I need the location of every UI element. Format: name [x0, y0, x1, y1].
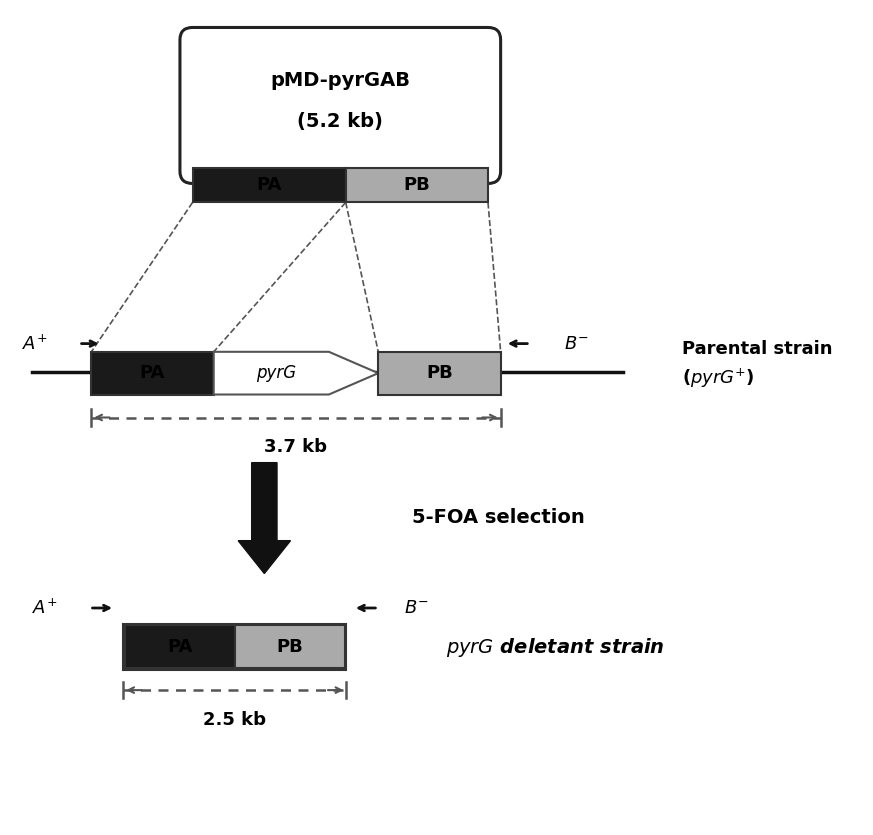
Bar	[125, 625, 235, 668]
Text: PB: PB	[426, 364, 453, 382]
Polygon shape	[238, 463, 291, 574]
Text: 2.5 kb: 2.5 kb	[203, 711, 266, 729]
Text: PA: PA	[257, 176, 282, 194]
Text: (5.2 kb): (5.2 kb)	[298, 113, 383, 131]
Text: PA: PA	[168, 638, 193, 655]
Text: 3.7 kb: 3.7 kb	[265, 438, 327, 456]
Text: PB: PB	[403, 176, 430, 194]
Text: $B^{-}$: $B^{-}$	[403, 599, 429, 617]
Text: pMD-pyrGAB: pMD-pyrGAB	[271, 71, 410, 90]
Text: 5-FOA selection: 5-FOA selection	[412, 509, 585, 527]
Text: pyrG: pyrG	[256, 364, 296, 382]
Text: Parental strain: Parental strain	[682, 340, 833, 357]
Bar	[193, 168, 347, 202]
Bar	[347, 168, 488, 202]
FancyBboxPatch shape	[180, 28, 500, 184]
Text: $B^{-}$: $B^{-}$	[564, 335, 588, 352]
Text: PA: PA	[140, 364, 165, 382]
Bar	[378, 352, 500, 394]
Text: $A^{+}$: $A^{+}$	[22, 334, 47, 353]
Bar	[92, 352, 214, 394]
Polygon shape	[214, 352, 378, 394]
Bar	[235, 625, 345, 668]
Text: ($pyrG^{+}$): ($pyrG^{+}$)	[682, 367, 755, 390]
Text: PB: PB	[276, 638, 303, 655]
Text: $pyrG$ deletant strain: $pyrG$ deletant strain	[446, 636, 664, 659]
Bar	[123, 624, 347, 670]
Text: $A^{+}$: $A^{+}$	[31, 599, 58, 618]
